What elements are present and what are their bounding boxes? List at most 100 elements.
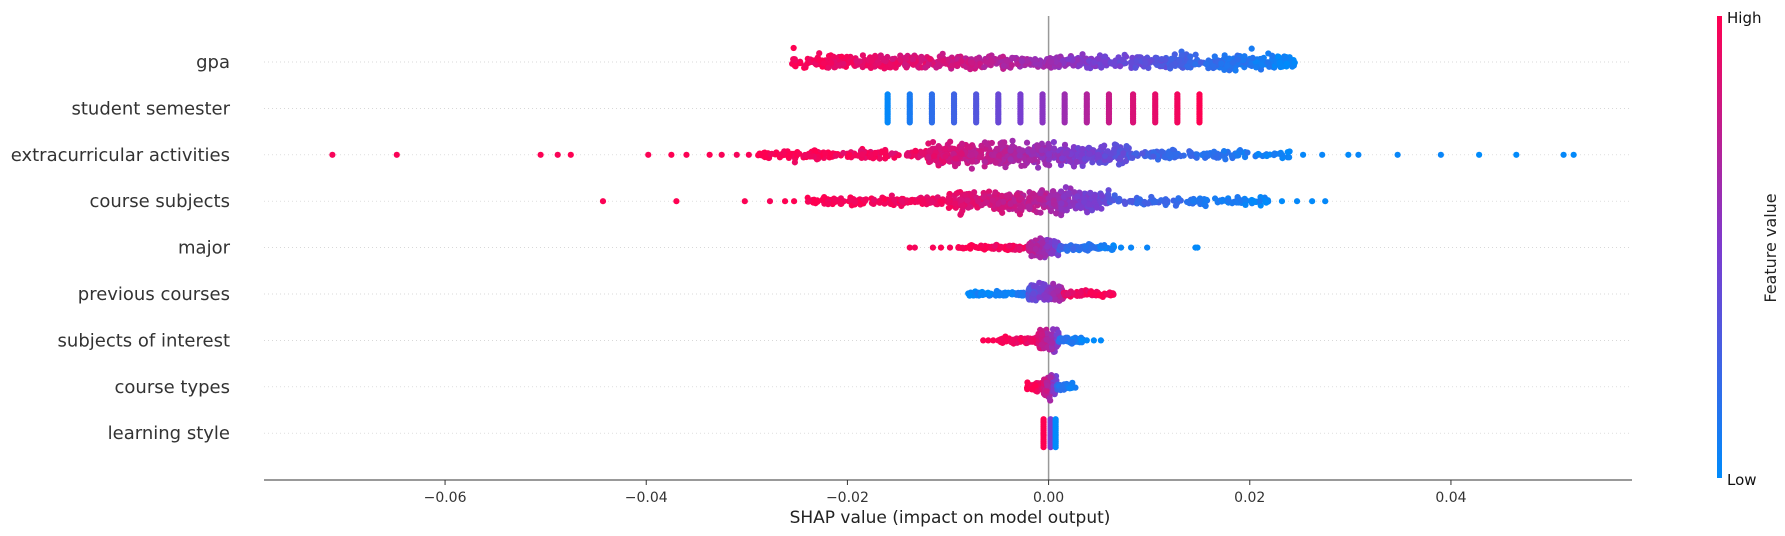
- shap-point: [991, 242, 999, 250]
- shap-point: [882, 153, 890, 161]
- feature-points-extracurricular-activities: [329, 137, 1577, 172]
- shap-point: [847, 197, 854, 204]
- shap-point: [1008, 61, 1015, 69]
- shap-point: [1286, 154, 1293, 161]
- shap-point: [718, 151, 725, 158]
- shap-point: [1240, 57, 1247, 64]
- shap-point: [1043, 336, 1050, 343]
- feature-label-previous-courses: previous courses: [78, 284, 230, 305]
- shap-point: [1322, 198, 1329, 205]
- x-tick-label: 0.04: [1435, 490, 1466, 506]
- shap-point: [1073, 158, 1080, 166]
- colorbar: [1717, 16, 1722, 478]
- shap-point: [1065, 56, 1072, 63]
- shap-point: [925, 154, 932, 161]
- x-tick-label: 0.00: [1033, 490, 1064, 506]
- shap-point: [897, 52, 904, 59]
- shap-point: [767, 151, 774, 158]
- shap-point: [985, 188, 993, 195]
- shap-point: [996, 152, 1003, 159]
- shap-point: [1047, 444, 1054, 451]
- shap-point: [1038, 341, 1045, 348]
- shap-point: [901, 61, 908, 68]
- shap-point: [1293, 198, 1301, 205]
- shap-point: [1052, 192, 1059, 200]
- shap-point: [1046, 162, 1053, 169]
- shap-point: [946, 158, 953, 165]
- shap-point: [985, 337, 992, 344]
- shap-point: [1176, 57, 1183, 64]
- shap-point: [964, 197, 971, 204]
- shap-point: [1090, 244, 1098, 251]
- shap-point: [1141, 198, 1148, 206]
- shap-point: [1025, 203, 1032, 210]
- shap-point: [870, 196, 878, 203]
- shap-point: [1063, 150, 1070, 157]
- shap-point: [1028, 253, 1035, 260]
- shap-point: [1187, 53, 1194, 60]
- shap-point: [745, 151, 752, 158]
- shap-point: [1225, 197, 1233, 205]
- shap-point: [1070, 163, 1078, 170]
- shap-point: [668, 151, 675, 158]
- feature-points-major: [906, 235, 1201, 261]
- feature-labels: gpa student semester extracurricular activ…: [11, 52, 231, 444]
- shap-point: [981, 163, 988, 170]
- shap-point: [1115, 161, 1123, 168]
- shap-point: [830, 53, 837, 60]
- shap-point: [1096, 159, 1103, 166]
- shap-point: [968, 165, 975, 172]
- shap-point: [880, 56, 887, 64]
- shap-point: [903, 55, 910, 63]
- shap-point: [840, 60, 847, 67]
- shap-point: [1122, 200, 1129, 207]
- shap-point: [978, 201, 985, 209]
- shap-point: [976, 244, 983, 251]
- shap-point: [929, 244, 937, 251]
- shap-point: [1065, 191, 1073, 198]
- shap-point: [1045, 151, 1052, 158]
- shap-point: [945, 204, 953, 212]
- shap-point: [1276, 59, 1283, 66]
- shap-point: [741, 198, 748, 205]
- shap-point: [1036, 196, 1043, 203]
- shap-point: [1108, 245, 1115, 253]
- shap-point: [1060, 193, 1067, 201]
- shap-point: [981, 63, 988, 71]
- shap-point: [1158, 55, 1165, 63]
- shap-point: [1074, 193, 1081, 200]
- x-tick-label: 0.02: [1234, 490, 1265, 506]
- shap-point: [1210, 63, 1217, 70]
- shap-point: [1096, 292, 1103, 299]
- shap-point: [881, 195, 888, 202]
- shap-point: [1048, 249, 1055, 257]
- shap-point: [1168, 62, 1175, 69]
- colorbar-high-label: High: [1727, 9, 1761, 27]
- shap-point: [1044, 382, 1051, 389]
- shap-point: [1117, 244, 1125, 251]
- shap-point: [940, 158, 947, 166]
- shap-point: [991, 151, 998, 158]
- shap-point: [1394, 151, 1401, 158]
- shap-point: [1041, 281, 1048, 288]
- shap-point: [843, 53, 850, 60]
- shap-point: [1513, 151, 1520, 158]
- shap-point: [969, 158, 976, 165]
- shap-point: [1211, 195, 1219, 202]
- shap-point: [1261, 198, 1268, 205]
- shap-point: [1087, 190, 1094, 197]
- shap-point: [955, 244, 962, 251]
- shap-point: [994, 145, 1001, 153]
- shap-point: [766, 198, 774, 205]
- shap-point: [1003, 336, 1010, 343]
- shap-point: [995, 200, 1002, 207]
- shap-point: [1023, 139, 1031, 146]
- shap-point: [1560, 151, 1567, 158]
- shap-point: [1032, 56, 1039, 63]
- shap-point: [953, 190, 960, 197]
- shap-point: [1047, 207, 1055, 215]
- shap-point: [1037, 209, 1044, 216]
- shap-point: [1090, 337, 1097, 344]
- shap-point: [1091, 59, 1098, 66]
- shap-point: [1036, 279, 1043, 286]
